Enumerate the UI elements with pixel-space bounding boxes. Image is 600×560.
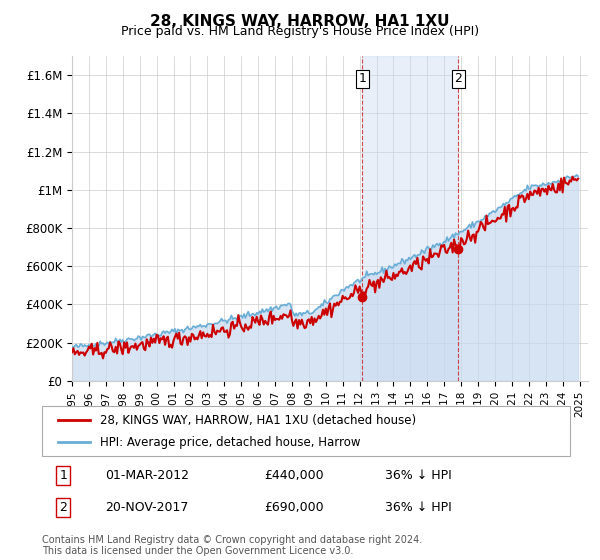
Text: Contains HM Land Registry data © Crown copyright and database right 2024.
This d: Contains HM Land Registry data © Crown c…	[42, 535, 422, 557]
FancyBboxPatch shape	[42, 406, 570, 456]
Text: 2: 2	[454, 72, 462, 86]
Text: 28, KINGS WAY, HARROW, HA1 1XU (detached house): 28, KINGS WAY, HARROW, HA1 1XU (detached…	[100, 414, 416, 427]
Text: 1: 1	[59, 469, 67, 482]
Text: HPI: Average price, detached house, Harrow: HPI: Average price, detached house, Harr…	[100, 436, 361, 449]
Text: 36% ↓ HPI: 36% ↓ HPI	[385, 501, 452, 514]
Text: 1: 1	[358, 72, 367, 86]
Text: Price paid vs. HM Land Registry's House Price Index (HPI): Price paid vs. HM Land Registry's House …	[121, 25, 479, 38]
Text: £440,000: £440,000	[264, 469, 323, 482]
Text: 36% ↓ HPI: 36% ↓ HPI	[385, 469, 452, 482]
Text: 2: 2	[59, 501, 67, 514]
Text: 28, KINGS WAY, HARROW, HA1 1XU: 28, KINGS WAY, HARROW, HA1 1XU	[150, 14, 450, 29]
Text: 01-MAR-2012: 01-MAR-2012	[106, 469, 190, 482]
Bar	[362, 56, 458, 381]
Text: 20-NOV-2017: 20-NOV-2017	[106, 501, 189, 514]
Text: £690,000: £690,000	[264, 501, 323, 514]
